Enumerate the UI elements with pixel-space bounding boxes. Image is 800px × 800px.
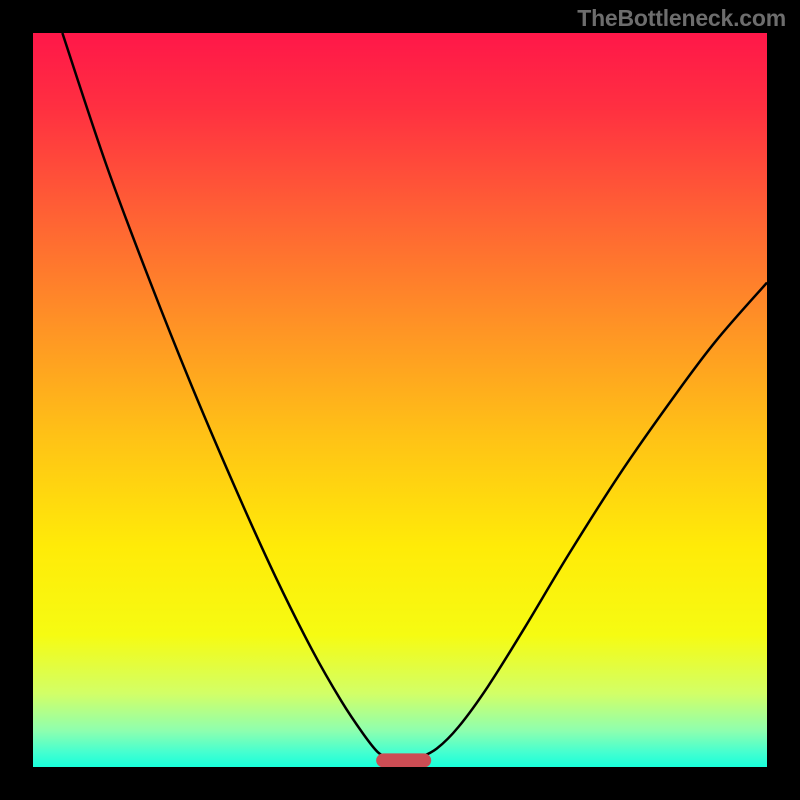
- optimal-marker: [376, 753, 431, 767]
- bottleneck-curve-chart: [0, 0, 800, 800]
- plot-gradient-background: [33, 33, 767, 767]
- chart-container: TheBottleneck.com: [0, 0, 800, 800]
- watermark-label: TheBottleneck.com: [577, 5, 786, 32]
